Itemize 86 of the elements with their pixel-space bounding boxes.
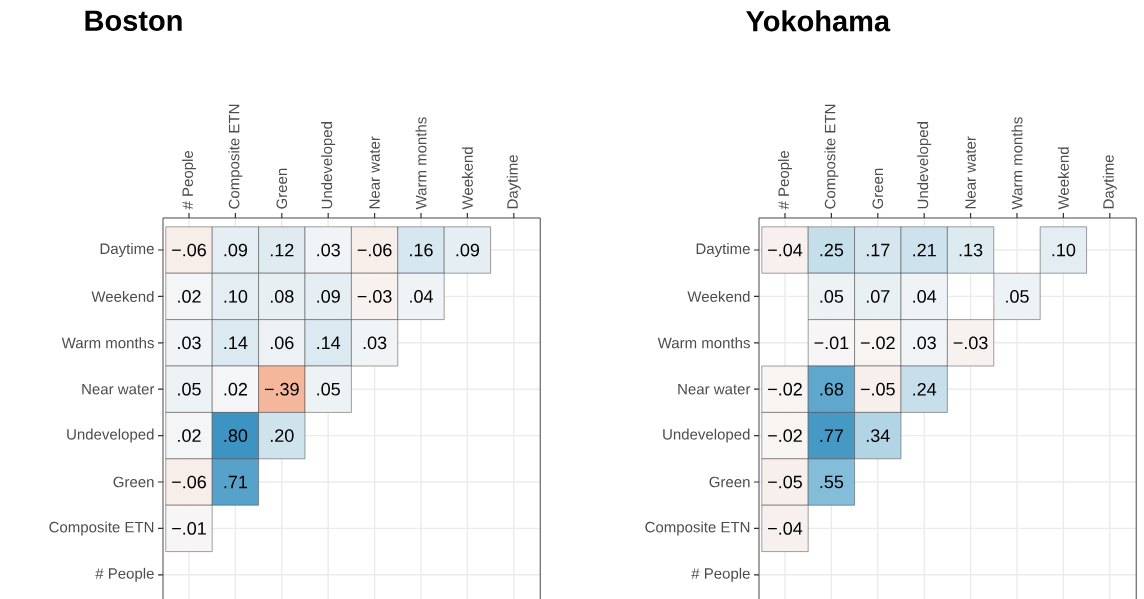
data-label: −.02 xyxy=(768,429,802,442)
x-tick-label: Green xyxy=(872,168,884,209)
x-tick-label: Undeveloped xyxy=(321,122,336,209)
y-tick-label: # People xyxy=(691,567,750,582)
data-label: −.02 xyxy=(860,336,895,350)
data-label: .20 xyxy=(270,429,294,442)
data-label: .03 xyxy=(317,243,340,257)
x-tick-label: Weekend xyxy=(1057,147,1069,210)
data-label: −.04 xyxy=(768,243,803,257)
data-label: .09 xyxy=(224,243,248,257)
data-label: .10 xyxy=(224,290,248,303)
data-label: .77 xyxy=(820,429,843,442)
data-label: .68 xyxy=(820,382,844,396)
data-label: .34 xyxy=(866,429,890,442)
data-label: .05 xyxy=(317,382,340,396)
data-label: .03 xyxy=(363,336,387,350)
data-label: .24 xyxy=(913,382,937,396)
y-tick-label: Composite ETN xyxy=(49,521,154,536)
data-label: .71 xyxy=(224,475,248,489)
data-label: −.03 xyxy=(357,290,392,303)
data-label: .12 xyxy=(270,243,294,257)
data-label: .05 xyxy=(1006,290,1029,303)
y-tick-label: Composite ETN xyxy=(645,521,750,536)
data-label: .04 xyxy=(913,290,937,303)
y-tick-label: Near water xyxy=(82,383,155,395)
data-label: .03 xyxy=(178,336,201,350)
x-tick-label: # People xyxy=(777,150,792,210)
data-label: −.39 xyxy=(264,382,299,396)
y-tick-label: Near water xyxy=(678,383,751,395)
data-label: .03 xyxy=(913,336,936,350)
x-tick-label: Daytime xyxy=(1102,155,1117,209)
data-label: .09 xyxy=(456,243,480,257)
y-tick-label: Green xyxy=(709,476,750,488)
data-label: −.02 xyxy=(768,382,802,396)
data-label: −.01 xyxy=(814,336,849,350)
y-tick-label: Green xyxy=(113,476,154,488)
data-label: .16 xyxy=(410,243,433,257)
chart-title: Boston xyxy=(85,10,182,31)
y-tick-label: Undeveloped xyxy=(663,428,750,443)
data-label: .05 xyxy=(820,290,844,303)
y-tick-label: Undeveloped xyxy=(67,428,154,443)
data-label: −.01 xyxy=(172,522,206,535)
y-tick-label: Warm months xyxy=(657,337,750,349)
y-tick-label: # People xyxy=(95,567,154,582)
data-label: .06 xyxy=(270,336,294,350)
x-tick-label: Green xyxy=(276,168,288,209)
data-label: .09 xyxy=(317,290,340,303)
x-tick-label: Near water xyxy=(369,136,380,209)
x-tick-label: Composite ETN xyxy=(824,104,839,209)
y-tick-label: Weekend xyxy=(91,290,154,302)
x-tick-label: Weekend xyxy=(461,147,473,210)
data-label: −.05 xyxy=(768,475,802,489)
data-label: .08 xyxy=(270,290,294,303)
y-tick-label: Daytime xyxy=(100,243,154,257)
y-tick-label: Warm months xyxy=(61,337,154,349)
x-tick-label: Warm months xyxy=(1011,117,1023,210)
x-tick-label: Composite ETN xyxy=(228,104,243,209)
data-label: .14 xyxy=(224,336,248,349)
data-label: −.05 xyxy=(860,382,895,396)
data-label: .17 xyxy=(866,243,890,257)
y-tick-label: Daytime xyxy=(696,243,750,257)
x-tick-label: Daytime xyxy=(506,155,521,209)
data-label: .04 xyxy=(410,290,433,303)
data-label: .10 xyxy=(1052,243,1076,257)
data-label: .02 xyxy=(178,429,201,442)
data-label: −.03 xyxy=(953,336,988,350)
data-label: .25 xyxy=(820,243,844,257)
data-label: .13 xyxy=(959,243,983,257)
data-label: .14 xyxy=(317,336,341,349)
x-tick-label: Undeveloped xyxy=(917,122,932,209)
data-label: .55 xyxy=(820,475,844,489)
data-label: −.06 xyxy=(172,243,206,257)
y-tick-label: Weekend xyxy=(687,290,750,302)
data-label: .05 xyxy=(178,382,201,396)
x-tick-label: Warm months xyxy=(415,117,427,210)
data-label: −.04 xyxy=(768,522,803,535)
data-label: .80 xyxy=(224,429,248,442)
chart-title: Yokohama xyxy=(746,10,891,32)
x-tick-label: # People xyxy=(182,150,196,210)
data-label: .21 xyxy=(913,243,936,257)
data-label: −.06 xyxy=(357,243,392,257)
x-tick-label: Near water xyxy=(965,136,976,209)
data-label: .02 xyxy=(178,290,201,303)
data-label: .07 xyxy=(866,290,890,303)
data-label: −.06 xyxy=(172,475,206,489)
data-label: .02 xyxy=(224,382,247,396)
